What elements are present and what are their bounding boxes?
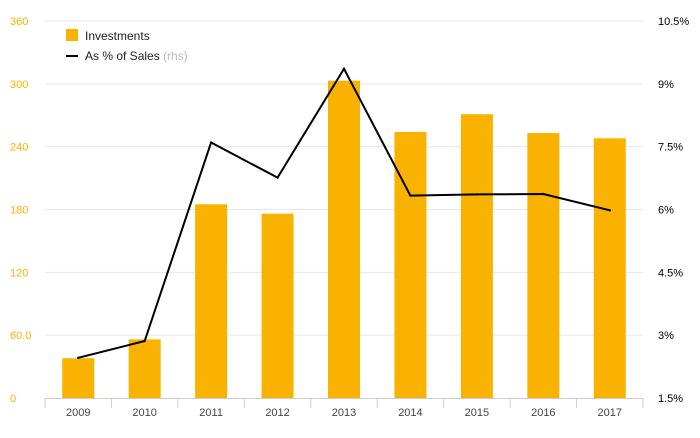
bar-2010 — [128, 339, 161, 398]
right-tick-label: 4.5% — [658, 267, 683, 279]
bar-2013 — [328, 80, 360, 399]
x-axis — [44, 398, 644, 408]
x-tick-label: 2017 — [598, 407, 622, 419]
right-axis-tick-labels: 1.5% 3% 4.5% 6% 7.5% 9% 10.5% — [658, 16, 689, 405]
x-tick-label: 2013 — [332, 407, 356, 419]
legend-swatch-investments — [66, 29, 78, 41]
bar-2015 — [460, 114, 493, 399]
bar-2014 — [394, 132, 427, 398]
bar-2011 — [195, 204, 228, 398]
legend-series-name: As % of Sales — [85, 49, 160, 63]
bar-2012 — [261, 213, 294, 398]
bar-series — [62, 80, 626, 399]
x-tick-label: 2016 — [531, 407, 555, 419]
sales-pct-point-2010 — [143, 339, 146, 343]
left-tick-label: 120 — [10, 267, 28, 279]
sales-pct-point-2017 — [608, 209, 611, 212]
legend-label-sales-pct: As % of Sales (rhs) — [85, 49, 188, 63]
right-tick-label: 3% — [658, 330, 674, 342]
right-tick-label: 10.5% — [658, 16, 689, 28]
left-tick-label: 180 — [10, 205, 28, 217]
bar-2009 — [62, 358, 95, 398]
x-tick-label: 2014 — [398, 407, 422, 419]
left-tick-label: 360 — [10, 16, 28, 28]
x-axis-tick-labels: 2009 2010 2011 2012 2013 2014 2015 2016 2017 — [66, 407, 622, 419]
line-series — [77, 67, 611, 359]
left-tick-label: 0 — [10, 393, 16, 405]
sales-pct-point-2015 — [475, 193, 479, 196]
sales-pct-point-2016 — [542, 192, 545, 196]
left-axis-tick-labels: 0 60.0 120 180 240 300 360 — [10, 16, 31, 405]
right-tick-label: 1.5% — [658, 393, 683, 405]
sales-pct-point-2014 — [409, 194, 412, 197]
legend: Investments As % of Sales (rhs) — [66, 29, 188, 63]
right-tick-label: 9% — [658, 79, 674, 91]
sales-pct-point-2011 — [209, 141, 213, 144]
bar-2017 — [593, 138, 626, 399]
x-tick-label: 2010 — [132, 407, 156, 419]
bar-2016 — [527, 133, 560, 398]
left-tick-label: 240 — [10, 142, 28, 154]
legend-label-investments: Investments — [85, 29, 150, 43]
left-tick-label: 300 — [10, 79, 28, 91]
right-tick-label: 7.5% — [658, 142, 683, 154]
x-tick-label: 2012 — [265, 407, 289, 419]
sales-pct-point-2012 — [276, 176, 279, 179]
x-tick-label: 2009 — [66, 407, 90, 419]
x-tick-label: 2015 — [465, 407, 489, 419]
right-tick-label: 6% — [658, 205, 674, 217]
legend-rhs-note: (rhs) — [163, 49, 188, 63]
left-tick-label: 60.0 — [10, 330, 31, 342]
sales-pct-point-2013 — [342, 67, 346, 70]
sales-pct-point-2009 — [77, 356, 80, 359]
x-tick-label: 2011 — [199, 407, 223, 419]
